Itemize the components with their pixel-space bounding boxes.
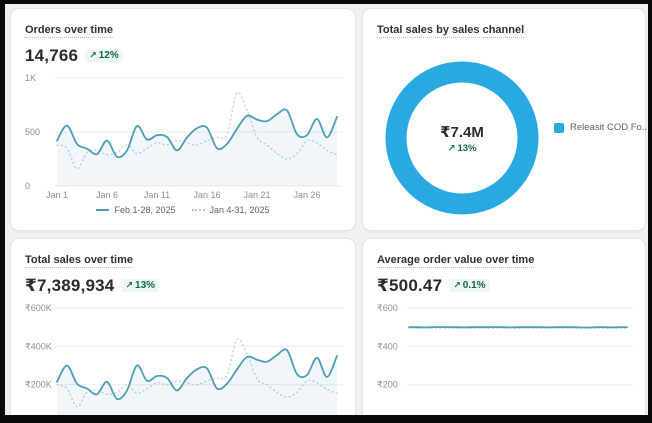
aov-delta-badge: ↗ 0.1% (449, 279, 490, 292)
solid-line-swatch (96, 209, 110, 211)
orders-line-chart: 1K 500 0 Jan 1 Jan 6 Jan 11 Jan 16 Jan 21 Jan 26 (25, 72, 343, 200)
sales-metric-row: ₹7,389,934 ↗ 13% (25, 275, 341, 296)
svg-text:0: 0 (25, 181, 30, 191)
svg-text:₹600K: ₹600K (25, 303, 52, 313)
svg-text:₹600: ₹600 (377, 303, 398, 313)
svg-text:Jan 26: Jan 26 (293, 190, 320, 200)
trend-up-icon: ↗ (125, 280, 134, 290)
svg-text:₹400K: ₹400K (25, 341, 52, 351)
svg-text:₹400: ₹400 (377, 341, 398, 351)
trend-up-icon: ↗ (89, 50, 97, 60)
svg-text:₹200: ₹200 (377, 380, 398, 390)
card-orders-over-time: Orders over time 14,766 ↗ 12% 1K 500 0 Jan 1… (10, 8, 356, 231)
sales-channel-donut-chart: ₹7.4M ↗ 13% (385, 61, 539, 215)
trend-up-icon: ↗ (453, 280, 461, 290)
legend-current-label: Feb 1-28, 2025 (114, 205, 176, 215)
svg-text:Jan 6: Jan 6 (96, 190, 118, 200)
legend-compare-label: Jan 4-31, 2025 (209, 205, 270, 215)
orders-title-link[interactable]: Orders over time (25, 24, 114, 38)
svg-text:Jan 16: Jan 16 (193, 190, 220, 200)
analytics-dashboard: Orders over time 14,766 ↗ 12% 1K 500 0 Jan 1… (5, 4, 648, 415)
card-sales-by-channel: Total sales by sales channel ₹7.4M ↗ 13% … (362, 8, 648, 231)
channel-delta-badge: ↗ 13% (448, 143, 477, 154)
svg-text:Jan 1: Jan 1 (46, 190, 68, 200)
trend-up-icon: ↗ (447, 142, 456, 154)
legend-item-compare: Jan 4-31, 2025 (191, 205, 270, 215)
orders-delta-value: 12% (98, 50, 119, 61)
orders-metric-row: 14,766 ↗ 12% (25, 45, 341, 66)
svg-text:Jan 11: Jan 11 (144, 190, 170, 200)
svg-text:Jan 21: Jan 21 (243, 190, 270, 200)
card-average-order-value: Average order value over time ₹500.47 ↗ 0… (362, 238, 646, 415)
aov-title-link[interactable]: Average order value over time (377, 254, 535, 268)
svg-text:1K: 1K (25, 73, 36, 83)
channel-title-link[interactable]: Total sales by sales channel (377, 24, 525, 38)
aov-value: ₹500.47 (377, 275, 443, 295)
orders-value: 14,766 (25, 45, 79, 65)
sales-title-link[interactable]: Total sales over time (25, 254, 134, 268)
orders-delta-badge: ↗ 12% (85, 49, 123, 62)
svg-text:500: 500 (25, 127, 40, 137)
sales-delta-badge: ↗ 13% (121, 279, 160, 292)
dotted-line-swatch (191, 209, 205, 211)
legend-item-current: Feb 1-28, 2025 (96, 205, 176, 215)
channel-legend-swatch (554, 122, 564, 133)
sales-value: ₹7,389,934 (25, 275, 115, 295)
channel-total-value: ₹7.4M (440, 123, 484, 141)
sales-delta-value: 13% (135, 280, 156, 291)
aov-metric-row: ₹500.47 ↗ 0.1% (377, 275, 631, 296)
channel-legend: Releasit COD Fo... (554, 122, 648, 133)
channel-legend-label: Releasit COD Fo... (570, 122, 648, 133)
card-total-sales-over-time: Total sales over time ₹7,389,934 ↗ 13% ₹6… (10, 238, 356, 415)
aov-delta-value: 0.1% (462, 280, 486, 291)
donut-center: ₹7.4M ↗ 13% (385, 61, 539, 215)
svg-text:₹200K: ₹200K (25, 380, 52, 390)
channel-delta-value: 13% (457, 142, 477, 154)
orders-chart-legend: Feb 1-28, 2025 Jan 4-31, 2025 (25, 205, 341, 215)
